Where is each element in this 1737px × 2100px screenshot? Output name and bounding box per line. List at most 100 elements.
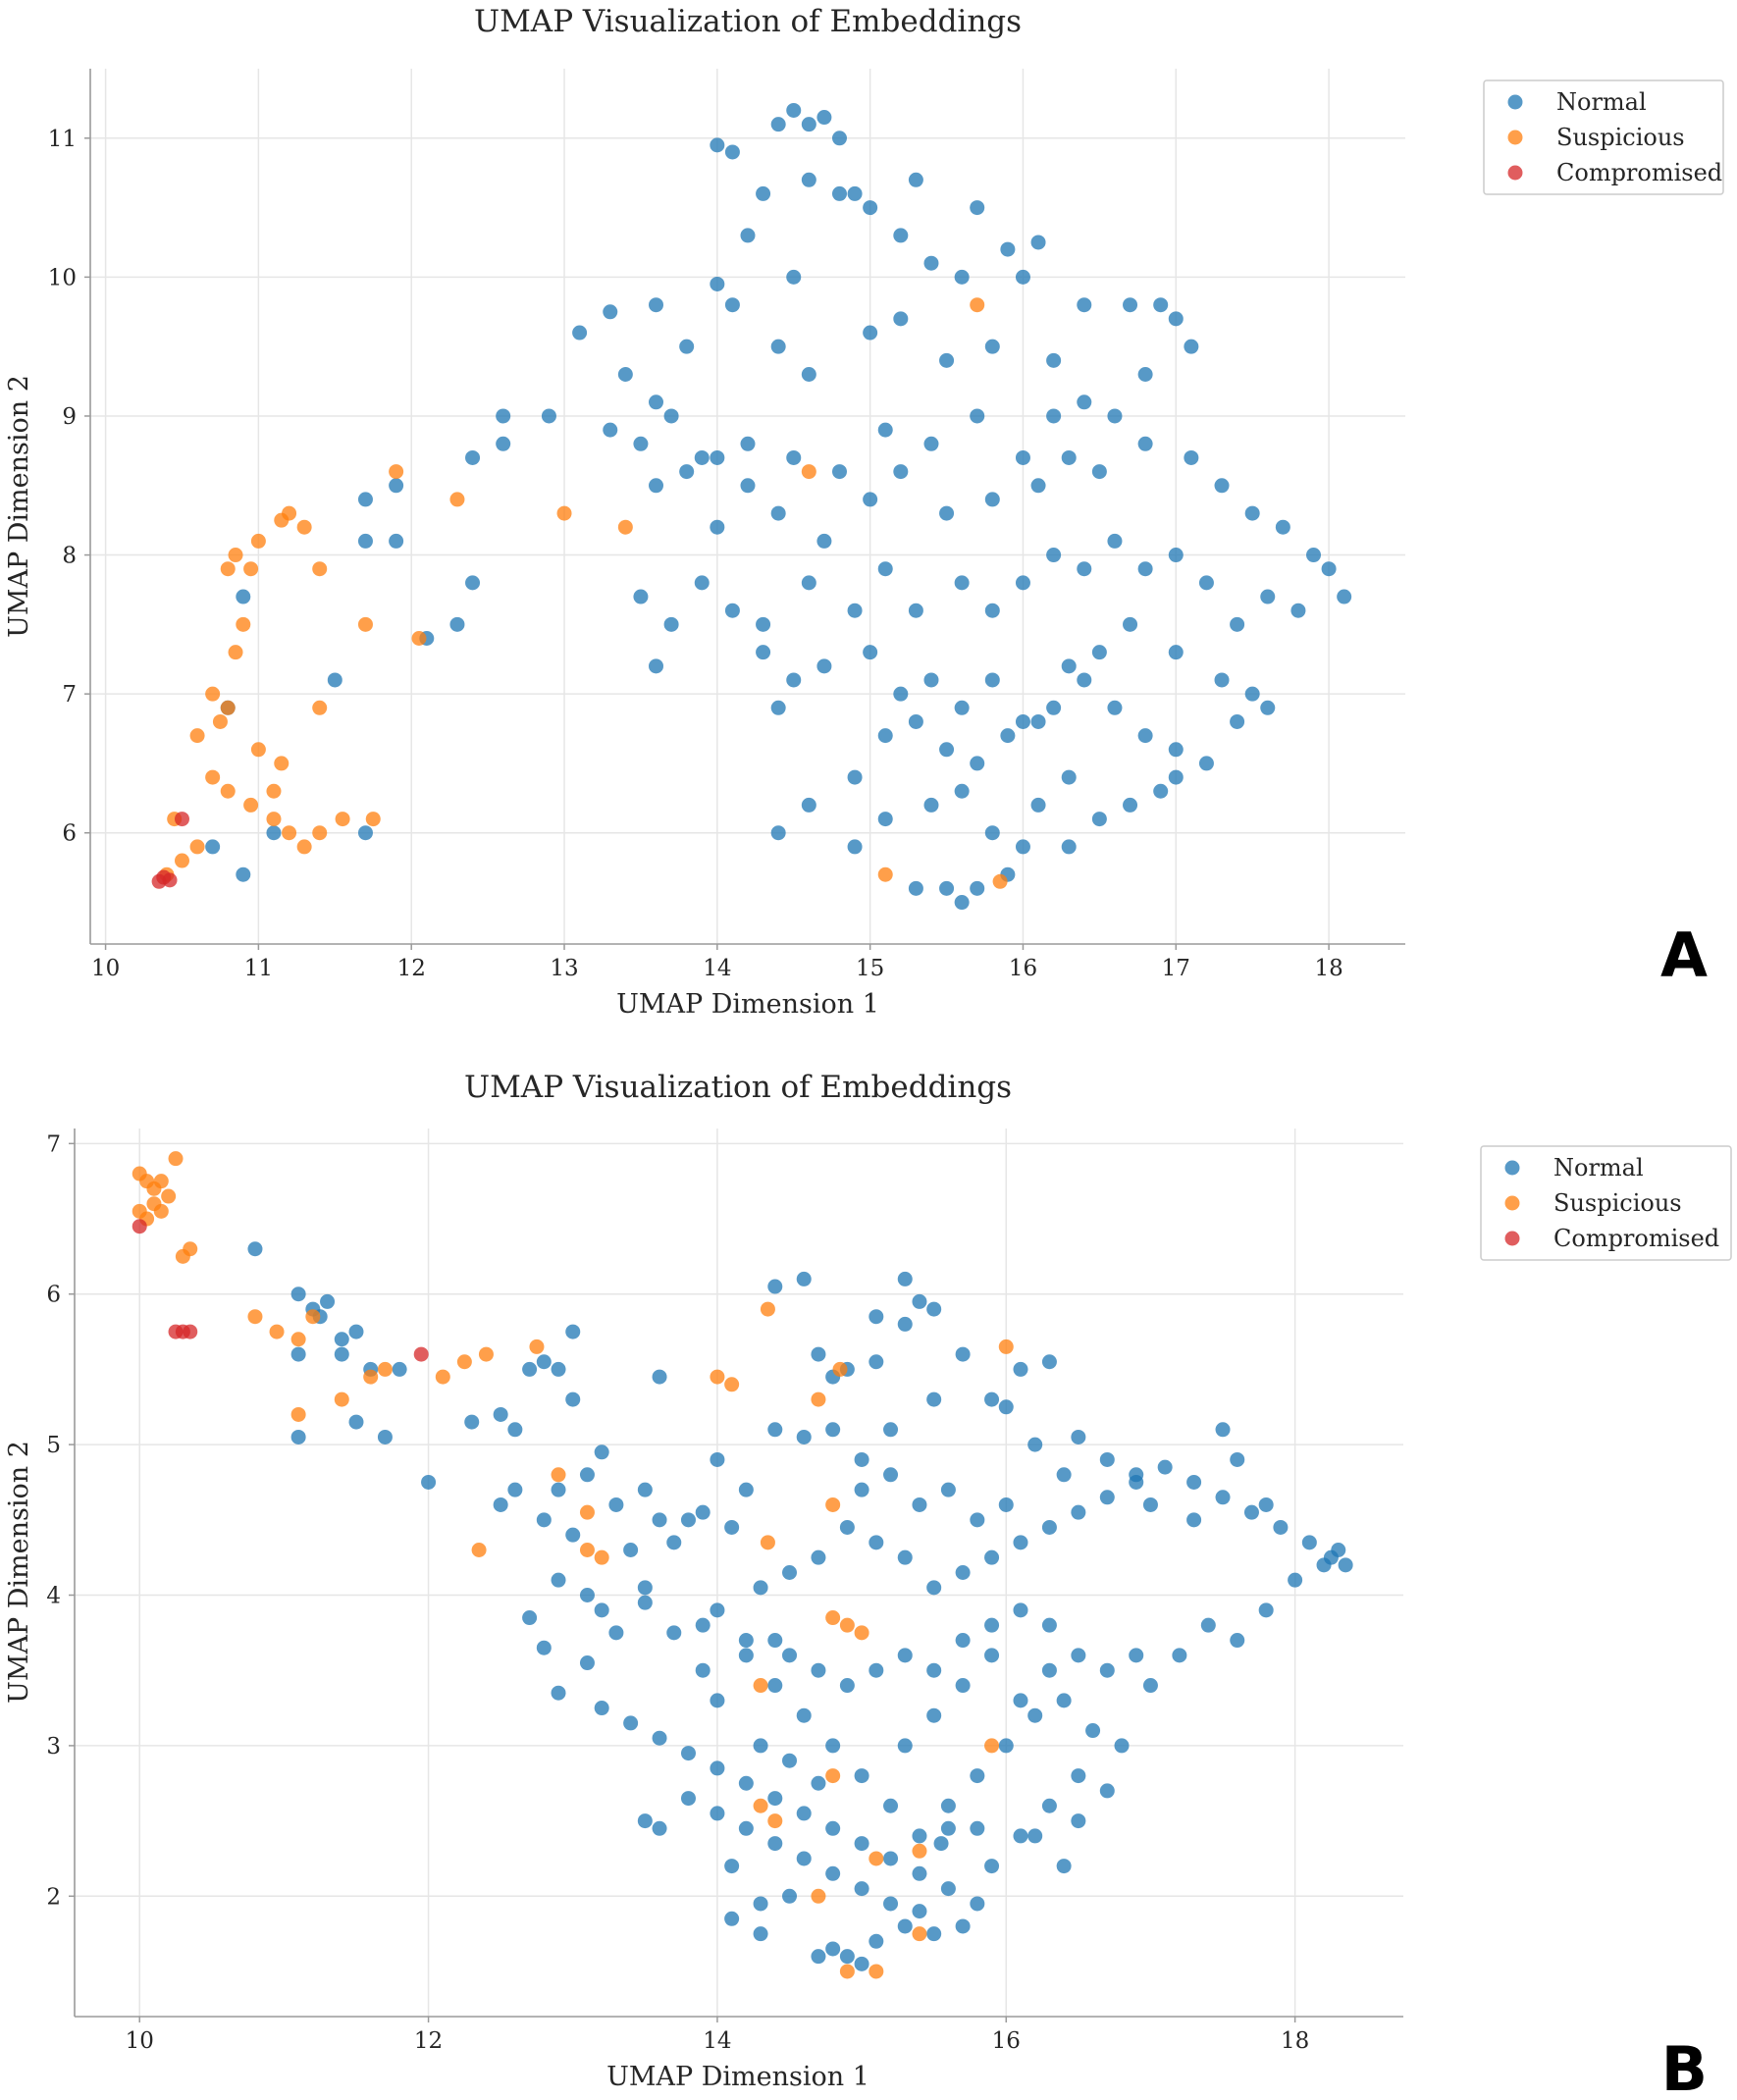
panel-b-point-normal <box>1215 1490 1231 1505</box>
panel-a-point-suspicious <box>250 533 266 549</box>
panel-b-point-normal <box>839 1678 855 1694</box>
panel-b-point-normal <box>695 1617 711 1633</box>
panel-b-point-normal <box>782 1753 798 1768</box>
panel-a-point-suspicious <box>617 519 633 535</box>
panel-b-point-normal <box>782 1565 798 1580</box>
panel-b-point-normal <box>767 1279 783 1294</box>
panel-a-point-normal <box>801 117 816 132</box>
panel-b-point-normal <box>1027 1437 1043 1452</box>
panel-a-point-normal <box>663 616 679 632</box>
panel-b-point-suspicious <box>753 1678 768 1694</box>
panel-b-point-normal <box>1172 1648 1187 1663</box>
panel-b-point-normal <box>1071 1648 1086 1663</box>
panel-a-point-normal <box>663 408 679 424</box>
panel-a-point-normal <box>893 311 909 327</box>
panel-a-point-normal <box>816 658 832 674</box>
panel-b-point-normal <box>1200 1617 1216 1633</box>
panel-a-point-normal <box>1153 783 1169 799</box>
panel-b-point-normal <box>1041 1519 1057 1535</box>
panel-a-point-normal <box>970 408 985 424</box>
panel-b-ytick-label: 5 <box>46 1433 61 1458</box>
panel-b-point-normal <box>579 1467 595 1483</box>
panel-b-ytick-label: 7 <box>46 1131 61 1157</box>
panel-a-point-suspicious <box>970 297 985 313</box>
panel-a-points <box>151 102 1352 911</box>
panel-b-legend-compromised-marker <box>1504 1231 1520 1246</box>
panel-a-point-normal <box>1168 769 1184 785</box>
panel-b-point-normal <box>1129 1648 1144 1663</box>
panel-b-point-normal <box>955 1346 971 1362</box>
panel-a-point-normal <box>786 672 802 688</box>
panel-b-point-suspicious <box>529 1339 545 1354</box>
panel-b-point-normal <box>825 1820 841 1836</box>
panel-b-point-normal <box>1186 1474 1202 1490</box>
panel-b-point-suspicious <box>868 1851 884 1866</box>
panel-b-point-normal <box>565 1391 581 1407</box>
panel-a-point-suspicious <box>228 645 243 660</box>
panel-b-point-normal <box>464 1414 480 1430</box>
panel-b-point-suspicious <box>594 1549 609 1565</box>
panel-b-y-label: UMAP Dimension 2 <box>4 1441 34 1704</box>
panel-a-point-normal <box>893 464 909 480</box>
panel-a-point-normal <box>389 478 404 494</box>
panel-b-point-normal <box>753 1580 768 1596</box>
panel-a-point-normal <box>1123 797 1138 813</box>
panel-a: UMAP Visualization of Embeddings 10 11 12 1… <box>4 4 1724 1020</box>
panel-a-point-normal <box>816 110 832 126</box>
panel-b-point-normal <box>579 1655 595 1671</box>
panel-b-point-normal <box>796 1271 812 1286</box>
panel-b-point-suspicious <box>435 1369 450 1385</box>
panel-a-point-normal <box>801 797 816 813</box>
panel-b-point-normal <box>897 1316 913 1332</box>
panel-a-point-normal <box>908 713 923 729</box>
panel-b-point-normal <box>926 1707 942 1723</box>
panel-a-point-normal <box>939 880 955 896</box>
panel-a-point-suspicious <box>801 464 816 480</box>
panel-b-point-normal <box>1071 1813 1086 1829</box>
panel-b-point-suspicious <box>854 1625 869 1641</box>
panel-a-xtick-label: 11 <box>244 956 273 981</box>
panel-b-ytick-label: 2 <box>46 1884 61 1910</box>
panel-a-point-normal <box>984 339 1000 354</box>
panel-a-point-normal <box>449 616 465 632</box>
panel-b-point-normal <box>998 1399 1014 1415</box>
panel-b-point-normal <box>811 1775 826 1791</box>
panel-a-point-normal <box>1168 742 1184 758</box>
panel-b-point-normal <box>680 1791 696 1807</box>
panel-a-point-suspicious <box>266 783 282 799</box>
panel-a-point-normal <box>786 102 802 118</box>
panel-a-point-normal <box>970 880 985 896</box>
panel-a-point-normal <box>710 449 725 465</box>
panel-a-point-normal <box>236 866 251 882</box>
panel-b-point-normal <box>1013 1535 1028 1550</box>
panel-a-point-normal <box>984 825 1000 841</box>
panel-a-point-normal <box>1137 561 1153 577</box>
panel-a-point-normal <box>1244 686 1260 702</box>
panel-a-point-normal <box>1061 449 1077 465</box>
panel-a-point-suspicious <box>357 616 373 632</box>
panel-a-point-normal <box>984 672 1000 688</box>
panel-a-point-normal <box>1260 700 1276 715</box>
panel-b-xtick-label: 14 <box>703 2028 731 2054</box>
panel-b-point-normal <box>1129 1467 1144 1483</box>
panel-a-point-normal <box>877 812 893 827</box>
panel-b-point-normal <box>1142 1678 1158 1694</box>
panel-b-point-normal <box>1027 1828 1043 1844</box>
panel-b-point-normal <box>868 1309 884 1325</box>
panel-b-point-normal <box>926 1580 942 1596</box>
panel-b-point-suspicious <box>377 1361 393 1377</box>
panel-b-point-suspicious <box>247 1309 263 1325</box>
panel-b-label: B <box>1661 2033 1708 2100</box>
panel-b-yticks: 2 3 4 5 6 7 <box>46 1131 75 1910</box>
panel-b-point-normal <box>1071 1504 1086 1520</box>
panel-a-point-normal <box>863 200 878 216</box>
panel-a-point-normal <box>908 172 923 187</box>
panel-a-point-normal <box>893 228 909 243</box>
panel-a-point-normal <box>1137 366 1153 382</box>
panel-b-point-normal <box>868 1354 884 1370</box>
panel-b-point-normal <box>825 1865 841 1881</box>
panel-a-ytick-label: 7 <box>62 682 77 708</box>
panel-a-point-normal <box>724 144 740 160</box>
panel-b-point-normal <box>811 1949 826 1965</box>
panel-a-y-label: UMAP Dimension 2 <box>4 375 34 638</box>
